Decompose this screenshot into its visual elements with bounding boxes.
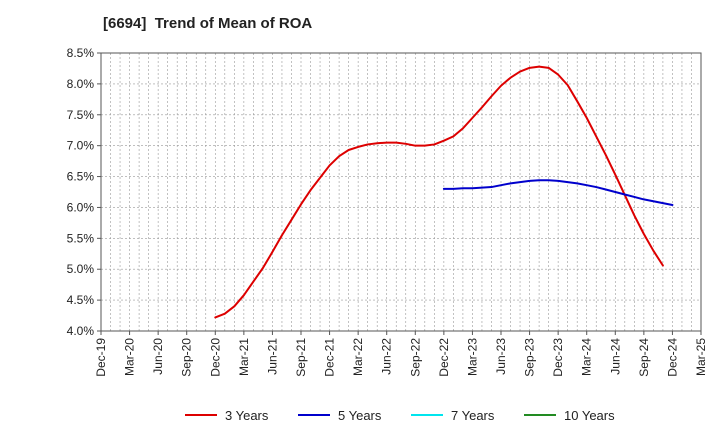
x-tick-label: Sep-20 (180, 338, 194, 377)
x-tick-label: Sep-22 (408, 338, 422, 377)
x-tick-label: Sep-24 (637, 338, 651, 377)
x-tick-label: Sep-21 (294, 338, 308, 377)
x-tick-label: Dec-22 (437, 338, 451, 377)
x-tick-label: Dec-23 (551, 338, 565, 377)
plot-frame (100, 52, 702, 332)
y-tick-label: 7.0% (67, 139, 95, 153)
y-tick-label: 6.5% (67, 170, 95, 184)
chart-title: [6694] Trend of Mean of ROA (103, 15, 313, 32)
x-tick-label: Jun-24 (608, 338, 622, 375)
y-tick-label: 5.0% (67, 262, 95, 276)
y-tick-label: 8.5% (67, 46, 95, 60)
legend-label-5-years: 5 Years (338, 408, 382, 423)
x-tick-label: Mar-22 (351, 338, 365, 376)
x-tick-label: Jun-23 (494, 338, 508, 375)
y-tick-label: 4.5% (67, 293, 95, 307)
legend-label-10-years: 10 Years (564, 408, 615, 423)
y-tick-label: 7.5% (67, 108, 95, 122)
x-tick-label: Dec-21 (323, 338, 337, 377)
x-tick-label: Jun-20 (151, 338, 165, 375)
x-tick-label: Mar-23 (465, 338, 479, 376)
x-tick-label: Dec-20 (208, 338, 222, 377)
legend-label-3-years: 3 Years (225, 408, 269, 423)
x-tick-label: Dec-19 (94, 338, 108, 377)
x-tick-label: Jun-21 (265, 338, 279, 375)
y-tick-label: 5.5% (67, 231, 95, 245)
x-tick-label: Mar-21 (237, 338, 251, 376)
y-tick-label: 8.0% (67, 77, 95, 91)
series-line-3-years (214, 65, 664, 319)
legend-label-7-years: 7 Years (451, 408, 495, 423)
x-tick-label: Mar-25 (694, 338, 708, 376)
x-tick-label: Sep-23 (523, 338, 537, 377)
plot-area (101, 53, 701, 331)
x-tick-label: Jun-22 (380, 338, 394, 375)
x-tick-label: Mar-24 (580, 338, 594, 376)
y-tick-label: 6.0% (67, 200, 95, 214)
series-line-5-years (442, 179, 674, 206)
y-tick-label: 4.0% (67, 324, 95, 338)
x-tick-label: Dec-24 (665, 338, 679, 377)
x-tick-label: Mar-20 (123, 338, 137, 376)
